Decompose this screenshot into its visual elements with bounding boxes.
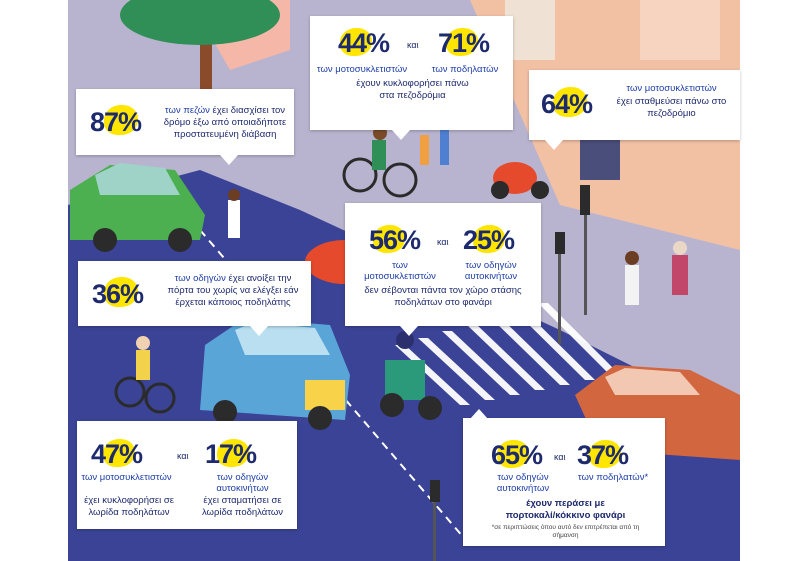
child-pedestrian [440,130,449,165]
stat-description: των πεζών έχει διασχίσει τον δρόμο έξω α… [161,105,289,141]
callout-dooring: 36% των οδηγών έχει ανοίξει την πόρτα το… [78,261,311,326]
stat-motorcyclists-percent: 47% [91,439,143,469]
traffic-light [555,232,565,254]
stat-description: έχουν περάσει με πορτοκαλί/κόκκινο φανάρ… [505,498,626,521]
traffic-light [580,185,590,215]
stat-motorcyclists-label: των μοτοσυκλετιστών [364,260,436,282]
stat-drivers-percent: 36% [92,279,144,309]
pedestrian [672,255,688,295]
callout-red-light: 65% και 37% των οδηγών αυτοκινήτων των π… [463,418,665,546]
conjunction-label: και [177,451,189,461]
stat-motorcyclists-percent: 56% [369,225,421,255]
stat-motorcyclists-percent: 64% [541,89,593,119]
callout-jaywalking: 87% των πεζών έχει διασχίσει τον δρόμο έ… [76,89,294,155]
conjunction-label: και [437,237,449,247]
stat-drivers-label: των οδηγών αυτοκινήτων [496,472,550,494]
footnote: *σε περιπτώσεις όπου αυτό δεν επιτρέπετα… [491,524,640,539]
stat-drivers-text: έχει ανοίξει την πόρτα του χωρίς να ελέγ… [167,273,299,308]
conjunction-label: και [554,452,566,462]
stat-description: έχουν κυκλοφορήσει πάνω στα πεζοδρόμια [356,78,469,101]
pedestrian [228,200,240,238]
stat-motorcyclists-label: των μοτοσυκλετιστών [81,472,172,483]
cyclist-sidewalk [342,126,418,198]
parked-scooter [491,162,549,199]
callout-sidewalk-parking: 64% των μοτοσυκλετιστών έχει σταθμεύσει … [529,70,740,140]
stat-cyclists-label: των ποδηλατών* [577,472,649,483]
stat-cyclists-label: των ποδηλατών [431,64,499,75]
pedestrian [625,265,639,305]
conjunction-label: και [407,40,419,50]
stat-drivers-percent: 65% [491,440,543,470]
traffic-light [430,480,440,502]
stat-drivers-percent: 17% [205,439,257,469]
stat-description: των οδηγών έχει ανοίξει την πόρτα του χω… [163,273,303,309]
stat-motorcyclists-percent: 44% [338,28,390,58]
stat-pedestrians-percent: 87% [90,107,142,137]
stat-description: δεν σέβονται πάντα τον χώρο στάσης ποδηλ… [364,285,522,308]
stat-drivers-label: των οδηγών αυτοκινήτων [216,472,269,494]
blue-car [200,318,350,430]
cyclist-bike-lane [114,336,176,414]
green-car [70,163,205,252]
tree-canopy [120,0,280,45]
stat-pedestrians-text: έχει διασχίσει τον δρόμο έξω από οποιαδή… [163,105,287,140]
stat-motorcyclists-text: έχει κυκλοφορήσει σε λωρίδα ποδηλάτων [84,495,174,518]
stat-drivers-label: των οδηγών [174,273,226,284]
motorcyclist [380,331,442,420]
stat-pedestrians-label: των πεζών [164,105,210,116]
stat-drivers-label: των οδηγών αυτοκινήτων [464,260,518,282]
stat-motorcyclists-label: των μοτοσυκλετιστών [316,64,408,75]
callout-sidewalk-riding: 44% και 71% των μοτοσυκλετιστών των ποδη… [310,16,513,130]
stat-cyclists-percent: 71% [438,28,490,58]
stat-description: έχει σταθμεύσει πάνω στο πεζοδρόμιο [616,96,727,119]
stat-cyclists-percent: 37% [577,440,629,470]
child-pedestrian [420,135,429,165]
stat-drivers-percent: 25% [463,225,515,255]
stat-drivers-text: έχει σταματήσει σε λωρίδα ποδηλάτων [201,495,284,518]
callout-bike-box: 56% και 25% των μοτοσυκλετιστών των οδηγ… [345,203,541,326]
callout-bike-lane-misuse: 47% και 17% των μοτοσυκλετιστών των οδηγ… [77,421,297,529]
stat-motorcyclists-label: των μοτοσυκλετιστών [626,83,717,94]
